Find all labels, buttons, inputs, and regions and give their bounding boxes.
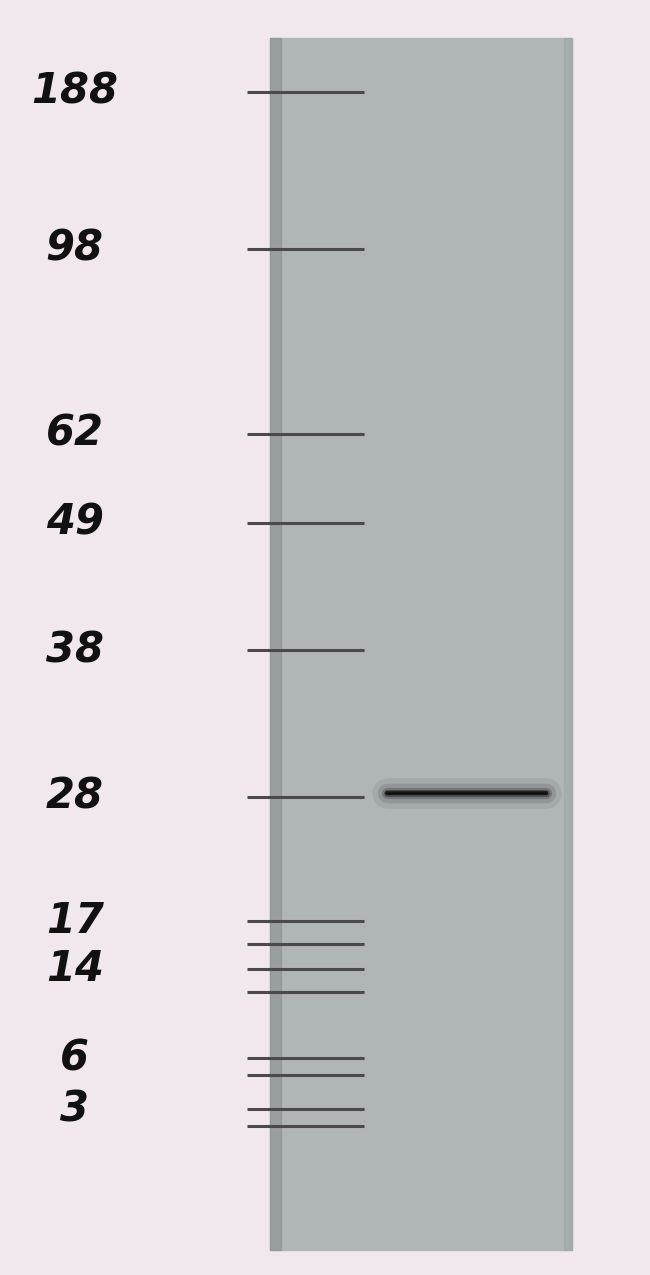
Text: 14: 14: [46, 949, 104, 989]
Bar: [270, 38, 281, 1250]
Text: 38: 38: [46, 630, 104, 671]
Text: 28: 28: [46, 776, 104, 817]
Bar: [270, 38, 572, 1250]
Text: 62: 62: [46, 413, 104, 454]
Text: 98: 98: [46, 228, 104, 269]
Text: 3: 3: [60, 1089, 89, 1130]
Bar: [564, 38, 572, 1250]
Text: 6: 6: [60, 1038, 89, 1079]
Text: 188: 188: [31, 71, 118, 112]
Text: 17: 17: [46, 900, 104, 941]
Text: 49: 49: [46, 502, 104, 543]
